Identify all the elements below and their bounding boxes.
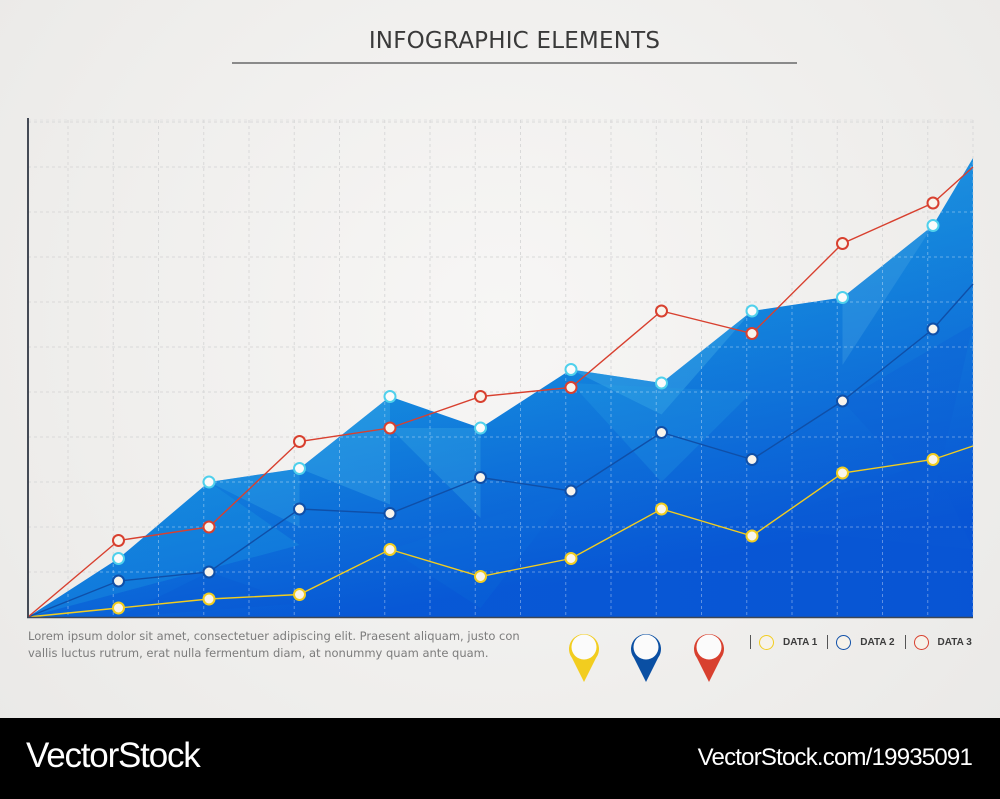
legend-data-2-label: DATA 2 <box>860 636 895 648</box>
chart-caption: Lorem ipsum dolor sit amet, consectetuer… <box>28 628 568 662</box>
blue-pin-icon <box>631 634 661 682</box>
legend-separator <box>827 635 829 649</box>
legend-data-1-label: DATA 1 <box>783 636 818 648</box>
stock-url: VectorStock.com/19935091 <box>697 744 973 771</box>
legend-data-1-swatch-icon <box>759 634 774 650</box>
chart-legend: DATA 1 DATA 2 DATA 3 <box>746 632 978 652</box>
caption-line-2: vallis luctus rutrum, erat nulla ferment… <box>28 646 489 660</box>
title-divider <box>232 62 797 64</box>
line-area-chart <box>27 118 974 619</box>
legend-separator <box>750 635 751 649</box>
legend-data-2-swatch-icon <box>836 634 852 650</box>
data-markers <box>112 196 940 615</box>
legend-separator <box>904 635 906 649</box>
data-area <box>28 158 973 617</box>
yellow-pin-icon <box>569 634 599 682</box>
legend-data-3-swatch-icon <box>913 634 929 650</box>
chart-axes <box>27 118 973 619</box>
data-lines <box>27 166 974 618</box>
watermark-footer: VectorStock VectorStock.com/19935091 <box>0 718 1000 799</box>
page-title: INFOGRAPHIC ELEMENTS <box>368 28 661 54</box>
caption-line-1: Lorem ipsum dolor sit amet, consectetuer… <box>28 629 520 643</box>
legend-data-3-label: DATA 3 <box>937 636 972 648</box>
brand-logo: VectorStock <box>26 736 201 775</box>
red-pin-icon <box>694 634 724 682</box>
